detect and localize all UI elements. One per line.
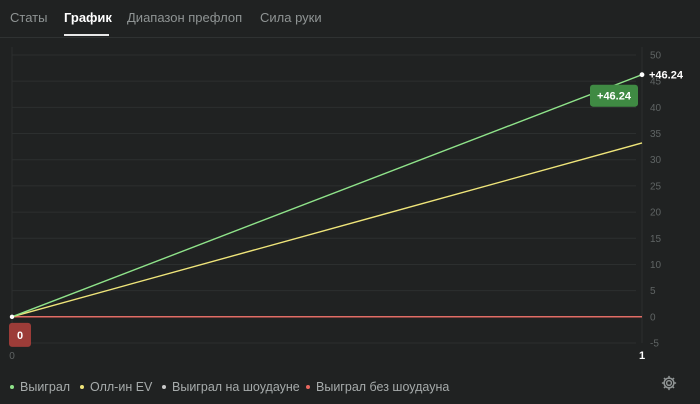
legend-label-allin-ev: Олл-ин EV	[90, 380, 153, 394]
legend-label-won-showdown: Выиграл на шоудауне	[172, 380, 300, 394]
x-tick-label: 0	[9, 351, 15, 362]
legend-dot-won	[10, 384, 14, 389]
end-point	[639, 72, 645, 78]
y-tick-label: 35	[650, 129, 662, 140]
y-tick-label: -5	[650, 339, 659, 350]
y-tick-label: 20	[650, 208, 662, 219]
end-value-badge	[590, 84, 638, 107]
tab-preflop-range[interactable]: Диапазон префлоп	[127, 10, 243, 25]
tab-stats[interactable]: Статы	[10, 10, 48, 25]
legend-item-won-no-showdown[interactable]: Выиграл без шоудауна	[306, 380, 449, 394]
y-tick-label: 30	[650, 155, 662, 166]
start-value-badge-label: 0	[17, 330, 23, 342]
y-tick-label: 25	[650, 181, 662, 192]
y-tick-label: 0	[650, 312, 656, 323]
legend-item-allin-ev[interactable]: Олл-ин EV	[80, 380, 152, 394]
chart-legend: Выиграл Олл-ин EV Выиграл на шоудауне Вы…	[0, 378, 700, 398]
legend-item-won-showdown[interactable]: Выиграл на шоудауне	[162, 380, 300, 394]
tab-bar: Статы График Диапазон префлоп Сила руки	[0, 0, 700, 38]
y-tick-label: 50	[650, 51, 662, 62]
y-tick-label: 15	[650, 234, 662, 245]
legend-label-won-no-showdown: Выиграл без шоудауна	[316, 380, 450, 394]
legend-dot-won-no-showdown	[306, 384, 310, 389]
y-tick-label: 45	[650, 77, 662, 88]
legend-dot-allin-ev	[80, 384, 84, 389]
end-value-label: +46.24	[649, 70, 684, 82]
legend-dot-won-showdown	[162, 384, 166, 389]
tab-graph[interactable]: График	[64, 10, 112, 25]
start-value-badge	[9, 322, 31, 347]
y-tick-label: 40	[650, 103, 662, 114]
series-line-0	[11, 74, 643, 318]
x-tick-label: 1	[639, 350, 645, 362]
end-value-badge-label: +46.24	[597, 91, 632, 103]
tab-hand-strength[interactable]: Сила руки	[260, 10, 322, 25]
series-line-1	[11, 142, 643, 318]
start-point	[9, 314, 15, 320]
y-tick-label: 5	[650, 286, 656, 297]
legend-item-won[interactable]: Выиграл	[10, 380, 70, 394]
y-tick-label: 10	[650, 260, 662, 271]
active-tab-indicator	[64, 34, 109, 36]
gear-icon[interactable]	[660, 374, 678, 392]
legend-label-won: Выиграл	[20, 380, 71, 394]
